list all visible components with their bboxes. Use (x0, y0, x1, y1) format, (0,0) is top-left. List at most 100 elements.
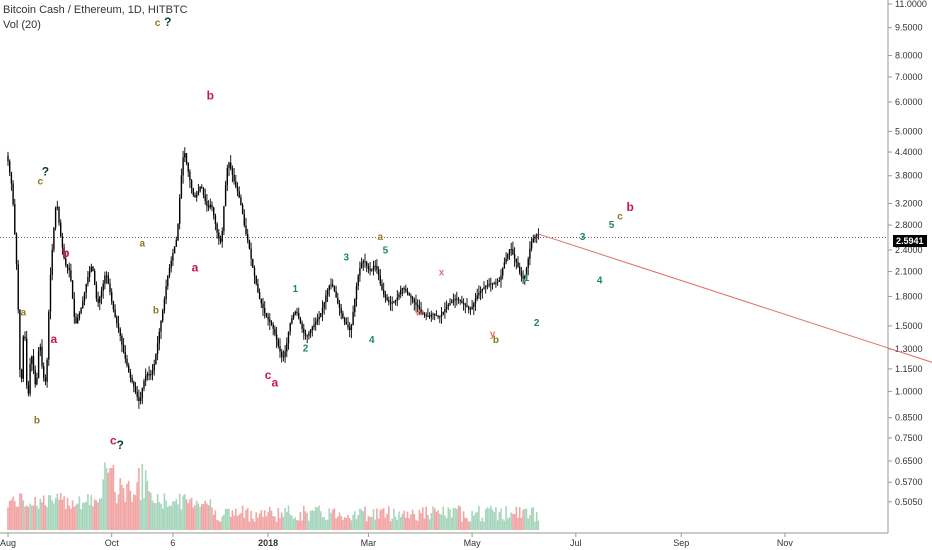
candle-body (490, 283, 492, 285)
volume-bar (127, 480, 130, 530)
candle-body (401, 288, 404, 290)
volume-bar (246, 507, 249, 530)
candle-body (340, 308, 342, 314)
candle-body (369, 268, 371, 271)
candle-body (471, 306, 473, 310)
candle-body (15, 234, 18, 265)
wave-label: w (415, 307, 424, 318)
volume-bar (56, 493, 59, 530)
volume-bar (235, 508, 237, 530)
volume-bar (381, 508, 383, 530)
volume-bar (444, 515, 446, 530)
volume-bar (100, 498, 103, 530)
candle-body (29, 363, 31, 394)
candle-body (83, 292, 86, 302)
volume-bar (151, 500, 154, 530)
candle-body (189, 171, 191, 181)
x-tick-label: 6 (170, 538, 175, 548)
candle-body (162, 310, 164, 321)
candle-body (253, 267, 256, 276)
volume-bar (126, 483, 128, 530)
volume-bars (7, 462, 540, 530)
candle-body (515, 258, 517, 263)
candle-body (34, 370, 36, 385)
y-tick-label: 0.5700 (895, 477, 923, 487)
candle-body (304, 332, 307, 336)
volume-bar (394, 516, 397, 530)
candle-body (199, 186, 201, 192)
volume-bar (491, 509, 494, 530)
y-tick-label: 1.1500 (895, 364, 923, 374)
candle-body (187, 162, 189, 172)
volume-bar (211, 507, 213, 530)
volume-bar (340, 515, 342, 530)
volume-bar (37, 508, 40, 530)
volume-bar (282, 516, 285, 530)
candle-body (19, 309, 21, 370)
candle-body (513, 254, 516, 259)
volume-bar (510, 512, 512, 530)
candle-body (7, 155, 9, 162)
candle-body (41, 346, 43, 367)
candle-body (400, 289, 402, 295)
volume-bar (85, 501, 87, 530)
candle-body (461, 301, 463, 303)
volume-bar (357, 514, 359, 530)
volume-bar (484, 509, 487, 530)
volume-bar (371, 516, 373, 530)
candle-body (493, 283, 495, 285)
volume-bar (194, 505, 196, 530)
candle-body (204, 195, 206, 202)
volume-bar (493, 512, 495, 530)
wave-label: b (153, 305, 159, 316)
volume-bar (321, 517, 324, 530)
candle-body (228, 162, 230, 169)
candle-body (145, 375, 147, 381)
candle-body (245, 225, 247, 235)
candle-body (24, 336, 26, 339)
wave-label: b (207, 88, 214, 102)
candle-body (405, 288, 407, 291)
volume-bar (479, 521, 482, 530)
candle-body (196, 194, 198, 198)
volume-bar (15, 506, 18, 530)
volume-bar (501, 519, 504, 530)
volume-bar (95, 500, 98, 530)
volume-bar (168, 505, 171, 530)
volume-bar (122, 488, 125, 530)
candle-body (398, 294, 400, 298)
volume-bar (221, 516, 223, 530)
candle-body (536, 234, 538, 237)
candle-body (420, 309, 422, 313)
candle-body (241, 204, 244, 215)
volume-bar (269, 507, 271, 530)
volume-bar (161, 508, 164, 530)
volume-bar (486, 507, 489, 530)
candle-body (386, 297, 388, 300)
volume-bar (133, 494, 135, 530)
candle-body (309, 330, 312, 333)
candle-body (330, 284, 332, 286)
candle-body (233, 174, 235, 182)
candle-body (427, 315, 429, 318)
volume-bar (182, 495, 184, 530)
candle-body (425, 314, 427, 316)
volume-bar (352, 514, 354, 530)
volume-bar (73, 506, 76, 530)
volume-bar (388, 506, 390, 530)
volume-bar (422, 507, 424, 530)
candle-body (503, 262, 506, 268)
candle-body (48, 311, 50, 360)
volume-bar (525, 508, 528, 530)
candle-body (534, 236, 536, 239)
candle-body (345, 321, 347, 325)
candle-body (388, 299, 390, 302)
candle-body (267, 316, 269, 320)
candle-body (117, 323, 120, 329)
volume-bar (8, 501, 11, 530)
candle-body (495, 282, 497, 284)
volume-bar (481, 517, 484, 530)
volume-bar (415, 519, 417, 530)
